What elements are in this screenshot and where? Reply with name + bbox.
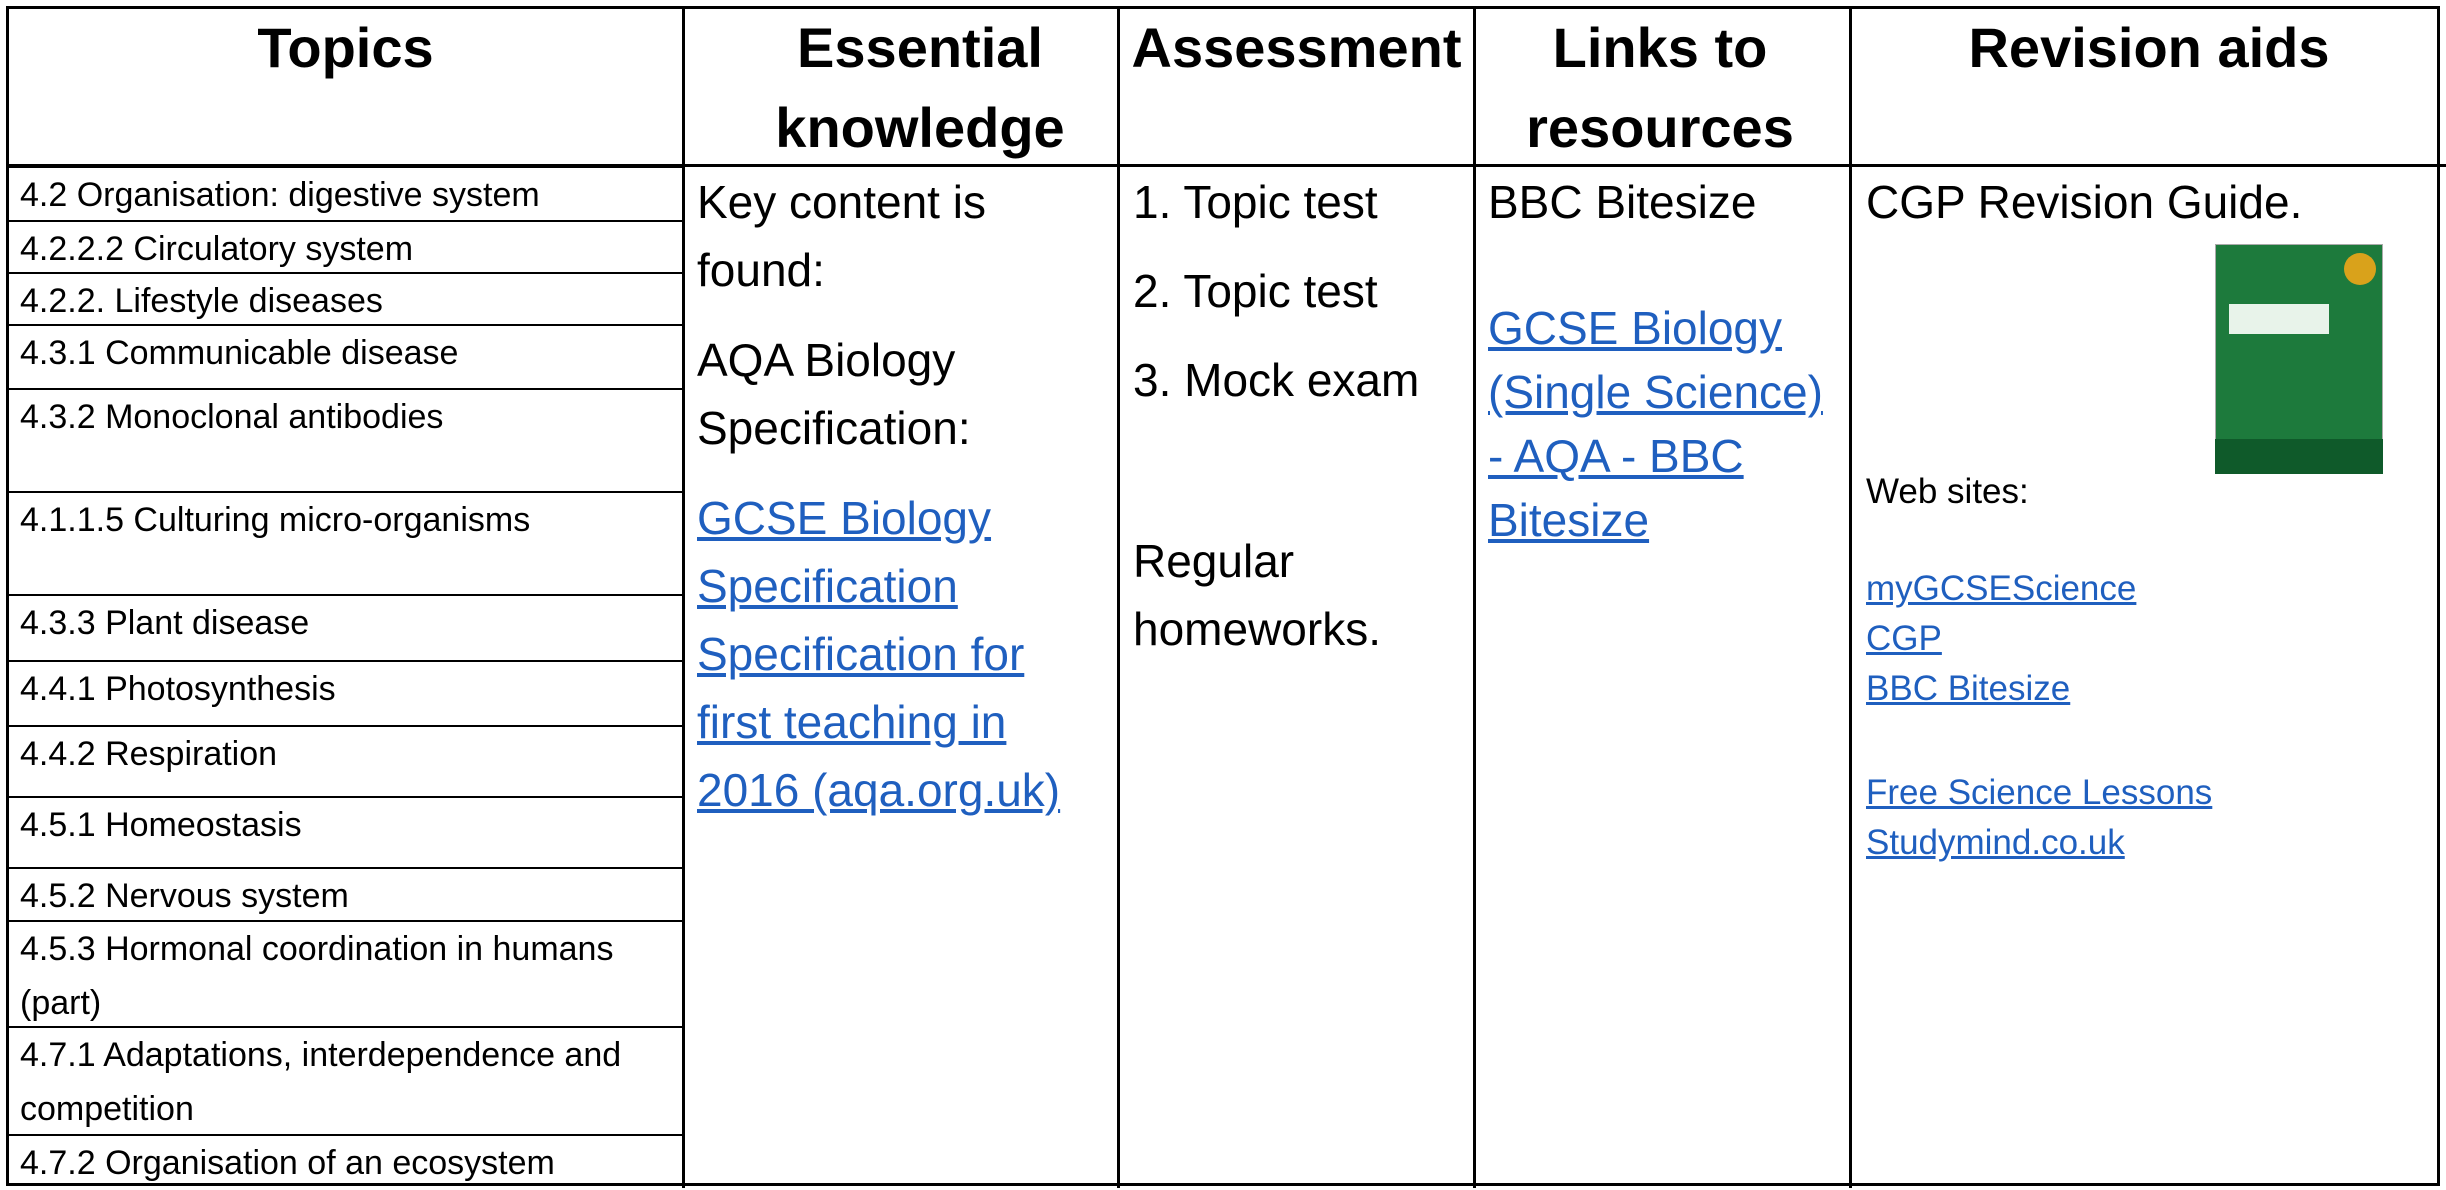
topic-row: 4.4.1 Photosynthesis [8, 660, 683, 725]
assessment-item: 3. Mock exam [1133, 354, 1420, 406]
essential-intro: Key content is found: [697, 176, 986, 296]
assessment-item: 2. Topic test [1133, 265, 1378, 317]
website-item: Free Science Lessons [1866, 767, 2212, 818]
book-cover [2215, 244, 2383, 474]
column-header: Essential knowledge [775, 16, 1065, 159]
topic-row: 4.3.2 Monoclonal antibodies [8, 388, 683, 491]
topic-row: 4.5.1 Homeostasis [8, 796, 683, 867]
links-label: BBC Bitesize [1488, 176, 1757, 228]
column-header: Topics [257, 16, 434, 79]
topic-row: 4.7.2 Organisation of an ecosystem [8, 1134, 683, 1188]
topic-row: 4.2 Organisation: digestive system [8, 166, 683, 220]
essential-link-wrap: GCSE Biology Specification Specification… [697, 484, 1097, 824]
specification-link[interactable]: GCSE Biology Specification Specification… [697, 492, 1061, 816]
website-link[interactable]: CGP [1866, 619, 1942, 658]
column-rule [682, 6, 685, 1188]
topic-row: 4.7.1 Adaptations, interdependence and c… [8, 1026, 683, 1134]
header-rule [6, 164, 2446, 167]
topic-row: 4.3.3 Plant disease [8, 594, 683, 660]
topic-row: 4.5.2 Nervous system [8, 867, 683, 920]
topic-row: 4.2.2. Lifestyle diseases [8, 272, 683, 324]
website-item: myGCSEScience [1866, 563, 2136, 614]
topic-row: 4.2.2.2 Circulatory system [8, 220, 683, 272]
links-link-wrap: GCSE Biology (Single Science) - AQA - BB… [1488, 296, 1838, 552]
column-header: Revision aids [1968, 16, 2330, 79]
website-link[interactable]: Studymind.co.uk [1866, 823, 2125, 862]
assessment-item: 1. Topic test [1133, 176, 1378, 228]
table-border [6, 6, 2440, 1186]
websites-label: Web sites: [1866, 472, 2029, 511]
website-link[interactable]: myGCSEScience [1866, 569, 2137, 608]
bitesize-link[interactable]: GCSE Biology (Single Science) - AQA - BB… [1488, 302, 1823, 546]
revision-guide: CGP Revision Guide. [1866, 176, 2303, 228]
column-rule [1849, 6, 1852, 1188]
topic-row: 4.5.3 Hormonal coordination in humans (p… [8, 920, 683, 1026]
website-item: Studymind.co.uk [1866, 817, 2125, 868]
website-link[interactable]: Free Science Lessons [1866, 773, 2213, 812]
assessment-note: Regular homeworks. [1133, 535, 1381, 655]
topic-row: 4.3.1 Communicable disease [8, 324, 683, 388]
essential-source: AQA Biology Specification: [697, 334, 971, 454]
website-item: BBC Bitesize [1866, 663, 2070, 714]
topic-row: 4.4.2 Respiration [8, 725, 683, 796]
website-link[interactable]: BBC Bitesize [1866, 669, 2071, 708]
website-item: CGP [1866, 613, 1942, 664]
column-header: Assessment [1131, 16, 1462, 79]
column-rule [1117, 6, 1120, 1188]
topic-row: 4.1.1.5 Culturing micro-organisms [8, 491, 683, 594]
column-header: Links to resources [1526, 16, 1794, 159]
column-rule [1473, 6, 1476, 1188]
